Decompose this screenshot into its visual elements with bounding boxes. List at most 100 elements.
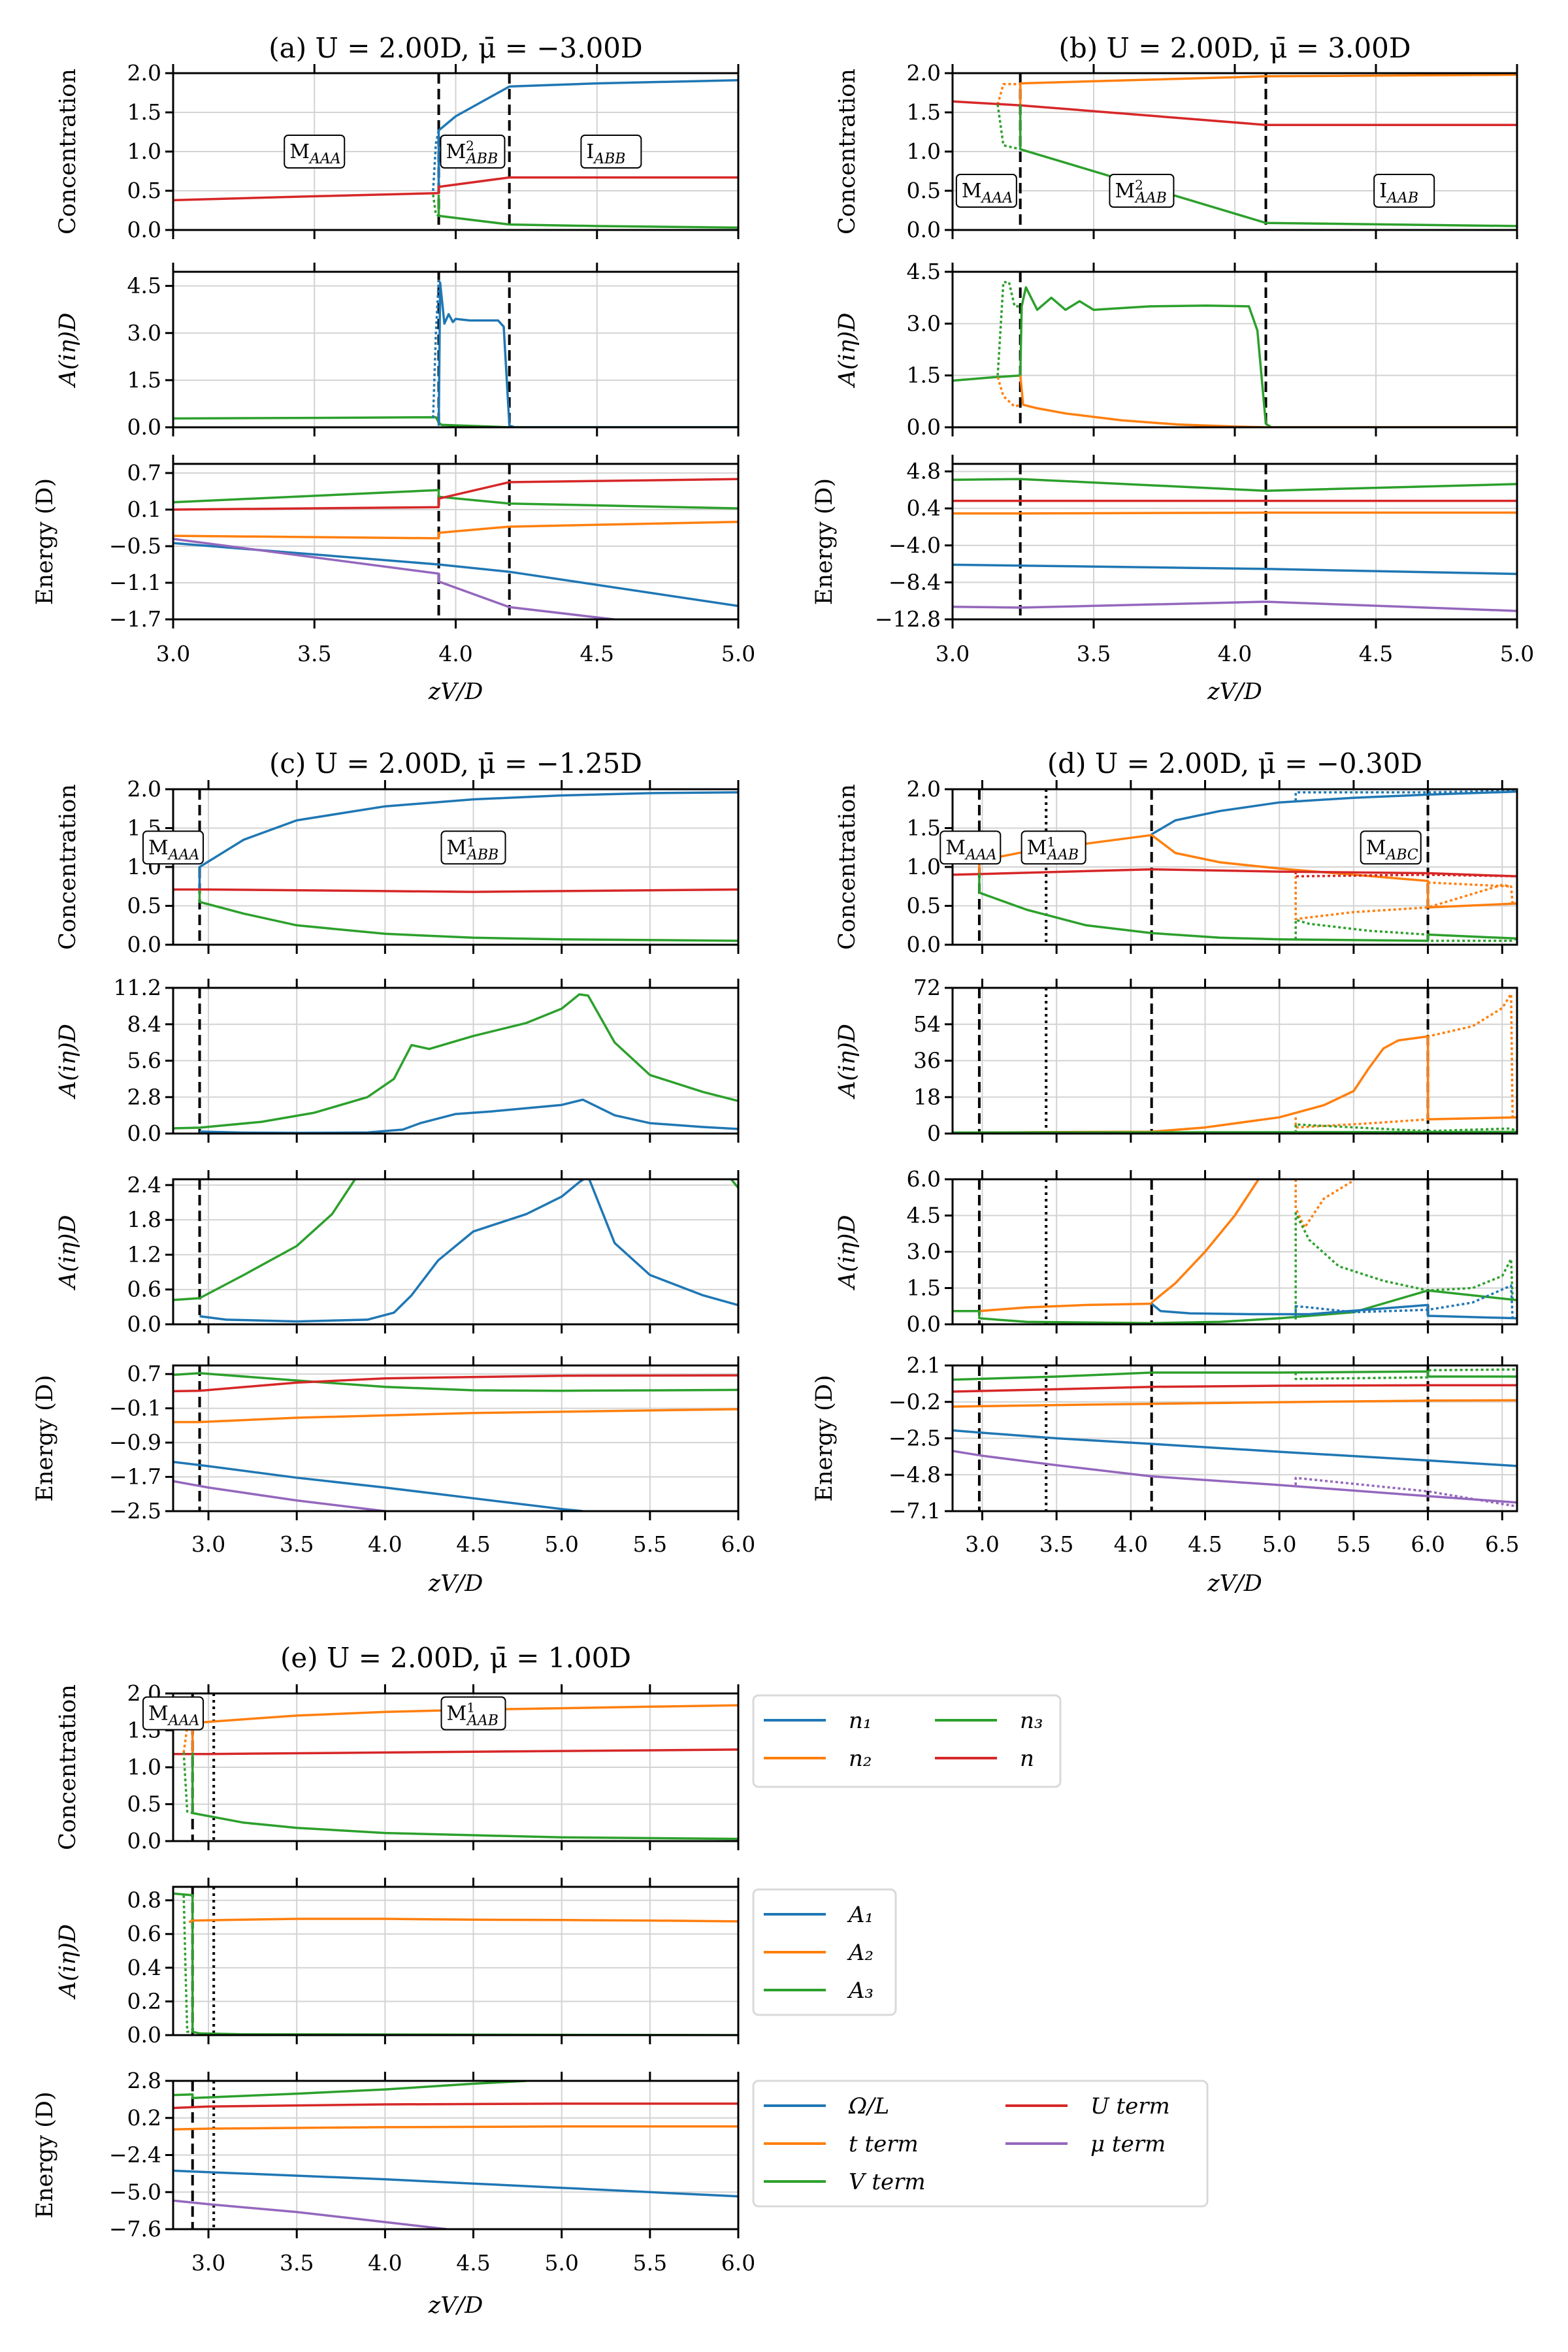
y-tick-label: 36 (913, 1048, 941, 1073)
phase-label: MAAA (142, 1696, 204, 1731)
y-tick-label: 2.8 (127, 1084, 161, 1109)
series-a2 (1019, 375, 1517, 427)
x-tick-label: 4.5 (456, 1531, 490, 1557)
y-tick-label: 3.0 (907, 310, 941, 336)
x-tick-label: 6.0 (1411, 1531, 1445, 1557)
panel-b: (b) U = 2.00D, μ̄ = 3.00D 0.0 0.5 1.0 1.5 2.0… (811, 32, 1534, 705)
legend-label: A₃ (847, 1978, 874, 2004)
x-tick-label: 5.5 (1337, 1531, 1371, 1557)
legend-entry: n₃ (935, 1708, 1043, 1734)
series--l (173, 1460, 583, 1511)
x-tick-label: 4.5 (1359, 641, 1393, 666)
y-tick-label: 0.5 (127, 1791, 161, 1817)
phase-label: IABB (580, 135, 642, 169)
y-axis-label: A(iη)D (834, 313, 860, 389)
series-u-term (173, 478, 738, 511)
y-tick-label: −0.1 (109, 1396, 161, 1421)
series-n2 (978, 834, 1517, 909)
x-tick-label: 5.0 (1500, 641, 1534, 666)
y-tick-label: −8.4 (889, 569, 941, 595)
y-tick-label: −0.5 (109, 533, 161, 559)
series-a3-right (730, 1179, 738, 1189)
legend-label: A₁ (847, 1902, 874, 1928)
x-tick-label: 6.5 (1485, 1531, 1519, 1557)
y-tick-label: 72 (913, 975, 941, 1000)
series-a3 (953, 1130, 1517, 1134)
phase-label: M1 AAB (1021, 830, 1086, 865)
axes-frame (951, 987, 1518, 1135)
y-tick-label: 4.5 (907, 259, 941, 284)
subplot-3: −2.5 −1.7 −0.9 −0.1 0.7 Energy (D) 3.0 3.5 4.0 4.… (32, 1356, 755, 1597)
x-tick-label: 3.5 (280, 2250, 314, 2276)
legend-spectral: A₁ A₂ A₃ (752, 1888, 897, 2016)
y-axis-label: A(iη)D (55, 313, 81, 389)
series-n1-dotted (1294, 789, 1517, 801)
y-tick-label: −1.1 (109, 570, 161, 595)
y-tick-label: 2.0 (127, 776, 161, 802)
legend-entry: V term (764, 2169, 926, 2195)
axes-frame (172, 788, 740, 946)
y-tick-label: 0.0 (127, 414, 161, 440)
y-tick-label: 54 (913, 1011, 941, 1037)
legend-entry: t term (764, 2131, 919, 2157)
y-tick-label: 1.5 (127, 367, 161, 393)
phase-label: MAAA (284, 135, 346, 169)
series-v-term (173, 489, 738, 510)
series-n2-dotted-upper (1428, 881, 1511, 888)
series--l (953, 1429, 1517, 1467)
y-tick-label: −7.6 (109, 2216, 161, 2242)
x-axis-label: zV/D (1207, 1571, 1262, 1597)
y-tick-label: 1.5 (907, 1275, 941, 1301)
series-n1 (198, 791, 738, 890)
y-axis-label: Energy (D) (32, 478, 58, 605)
y-axis-label: Concentration (55, 1684, 81, 1850)
y-tick-label: 0.6 (127, 1921, 161, 1946)
legend-entry: n₁ (764, 1708, 872, 1734)
phase-label: MABC (1360, 830, 1422, 865)
series-a2 (979, 1179, 1260, 1313)
y-tick-label: 4.5 (127, 273, 161, 299)
panel-e: (e) U = 2.00D, μ̄ = 1.00D0.00.51.01.52.0… (32, 1642, 755, 2319)
series--l (173, 542, 738, 608)
series-n3-dotted (996, 104, 1021, 151)
y-tick-label: −7.1 (889, 1498, 941, 1524)
y-tick-label: 0.0 (907, 1311, 941, 1337)
y-tick-label: −12.8 (875, 606, 941, 632)
series-n (173, 176, 738, 202)
y-axis-label: A(iη)D (55, 1215, 81, 1291)
y-axis-label: Concentration (834, 784, 860, 950)
series-n3 (978, 873, 1517, 942)
y-tick-label: 0.1 (127, 497, 161, 522)
y-tick-label: 0.7 (127, 460, 161, 485)
series-n1 (1150, 790, 1517, 836)
y-tick-label: −1.7 (109, 606, 161, 632)
phase-label: IAAB (1373, 174, 1435, 208)
subplot-0: 0.0 0.5 1.0 1.5 2.0 Concentration MAAA M2 ABB IAB… (55, 60, 740, 242)
phase-label: MAAA (939, 830, 1002, 865)
subplot-1: 0.0 1.5 3.0 4.5 A(iη)D (834, 259, 1518, 440)
y-tick-label: 0.5 (907, 178, 941, 203)
x-tick-label: 6.0 (721, 1531, 755, 1557)
series-a2 (979, 1035, 1517, 1134)
panel-title: (a) U = 2.00D, μ̄ = −3.00D (269, 32, 642, 64)
x-tick-label: 5.5 (633, 1531, 667, 1557)
series-n1-dotted (432, 130, 440, 191)
legend-entry: Ω/L (764, 2093, 889, 2119)
y-tick-label: 1.5 (907, 363, 941, 388)
y-tick-label: 0.2 (127, 2105, 161, 2131)
axes-frame (951, 1178, 1518, 1326)
x-axis-label: zV/D (428, 679, 483, 705)
series-a3 (953, 286, 1517, 427)
subplot-0: 0.0 0.5 1.0 1.5 2.0 Concentration MAAA M2 AAB IAA… (834, 60, 1518, 242)
x-tick-label: 6.0 (721, 2250, 755, 2276)
x-tick-label: 4.5 (1188, 1531, 1222, 1557)
y-tick-label: 0.5 (907, 893, 941, 919)
y-tick-label: 3.0 (127, 320, 161, 346)
subplot-2: −1.7 −1.1 −0.5 0.1 0.7 Energy (D) 3.0 3.5 4.0 4.5… (32, 455, 755, 705)
x-tick-label: 5.0 (544, 2250, 578, 2276)
y-tick-label: 4.5 (907, 1203, 941, 1228)
